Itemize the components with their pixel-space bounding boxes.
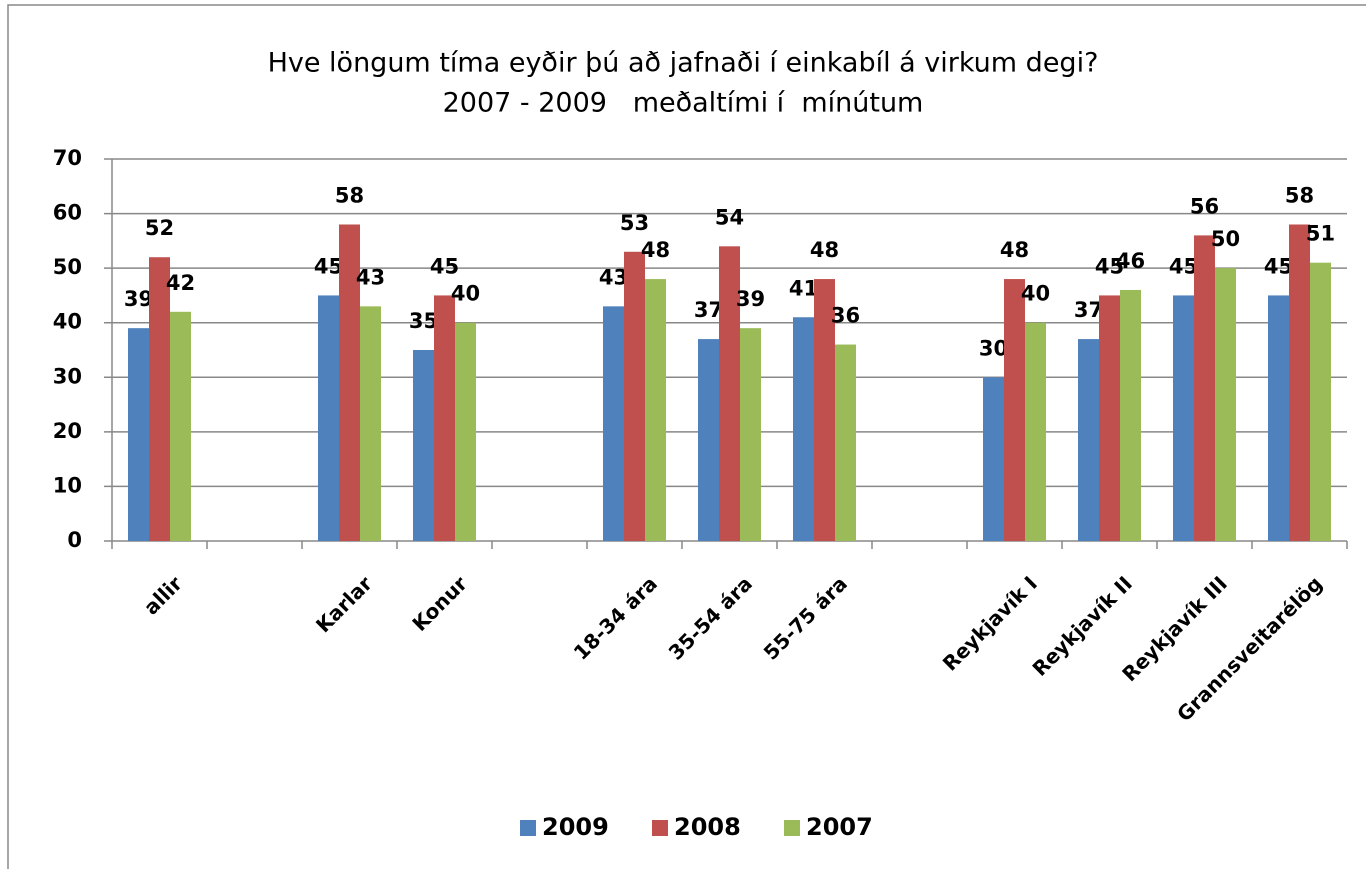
bar (1215, 268, 1236, 541)
y-tick-label: 0 (67, 528, 82, 552)
bar (360, 306, 381, 541)
data-label: 53 (620, 211, 649, 235)
data-label: 39 (124, 287, 153, 311)
data-label: 45 (430, 254, 459, 278)
y-tick-label: 70 (53, 146, 82, 170)
bar (793, 317, 814, 541)
bar (318, 295, 339, 541)
data-label: 50 (1211, 227, 1240, 251)
bar (339, 224, 360, 541)
data-label: 30 (979, 336, 1008, 360)
data-label: 56 (1190, 194, 1219, 218)
y-tick-label: 20 (53, 419, 82, 443)
bar (1194, 235, 1215, 541)
data-label: 40 (1021, 282, 1050, 306)
y-tick-label: 30 (53, 364, 82, 388)
data-label: 35 (409, 309, 438, 333)
bar (1099, 295, 1120, 541)
bar (814, 279, 835, 541)
data-label: 45 (1264, 254, 1293, 278)
y-tick-label: 50 (53, 255, 82, 279)
data-label: 42 (166, 271, 195, 295)
data-label: 48 (1000, 238, 1029, 262)
bar (1310, 262, 1331, 541)
legend-swatch (784, 820, 800, 836)
y-tick-label: 10 (53, 473, 82, 497)
bar (1025, 322, 1046, 541)
data-label: 48 (810, 238, 839, 262)
data-label: 37 (1074, 298, 1103, 322)
bar (1078, 339, 1099, 541)
data-label: 46 (1116, 249, 1145, 273)
data-label: 37 (694, 298, 723, 322)
bar (624, 251, 645, 541)
data-label: 45 (1169, 254, 1198, 278)
bar (740, 328, 761, 541)
bar (170, 311, 191, 541)
legend-swatch (520, 820, 536, 836)
data-label: 51 (1306, 222, 1335, 246)
data-label: 43 (599, 265, 628, 289)
data-label: 40 (451, 282, 480, 306)
chart-subtitle: 2007 - 2009 meðaltími í mínútum (443, 88, 924, 119)
data-label: 36 (831, 304, 860, 328)
legend-swatch (652, 820, 668, 836)
bar (1120, 289, 1141, 541)
bar (434, 295, 455, 541)
legend-label: 2008 (674, 813, 741, 841)
bar (413, 350, 434, 541)
y-tick-label: 40 (53, 310, 82, 334)
bar (1268, 295, 1289, 541)
bar (149, 257, 170, 541)
data-label: 48 (641, 238, 670, 262)
bar (128, 328, 149, 541)
data-label: 58 (335, 183, 364, 207)
data-label: 52 (145, 216, 174, 240)
chart-title: Hve löngum tíma eyðir þú að jafnaði í ei… (268, 48, 1099, 79)
data-label: 45 (1095, 254, 1124, 278)
data-label: 54 (715, 205, 744, 229)
legend-label: 2007 (806, 813, 873, 841)
bar (835, 344, 856, 541)
bar (983, 377, 1004, 541)
data-label: 39 (736, 287, 765, 311)
y-tick-label: 60 (53, 201, 82, 225)
data-label: 43 (356, 265, 385, 289)
data-label: 45 (314, 254, 343, 278)
bar (1289, 224, 1310, 541)
data-label: 58 (1285, 183, 1314, 207)
data-label: 41 (789, 276, 818, 300)
chart-frame (7, 4, 1366, 869)
bar (645, 279, 666, 541)
bar (1173, 295, 1194, 541)
bar (1004, 279, 1025, 541)
bar (455, 322, 476, 541)
bar (698, 339, 719, 541)
bar (719, 246, 740, 542)
bar (603, 306, 624, 541)
legend-label: 2009 (542, 813, 609, 841)
